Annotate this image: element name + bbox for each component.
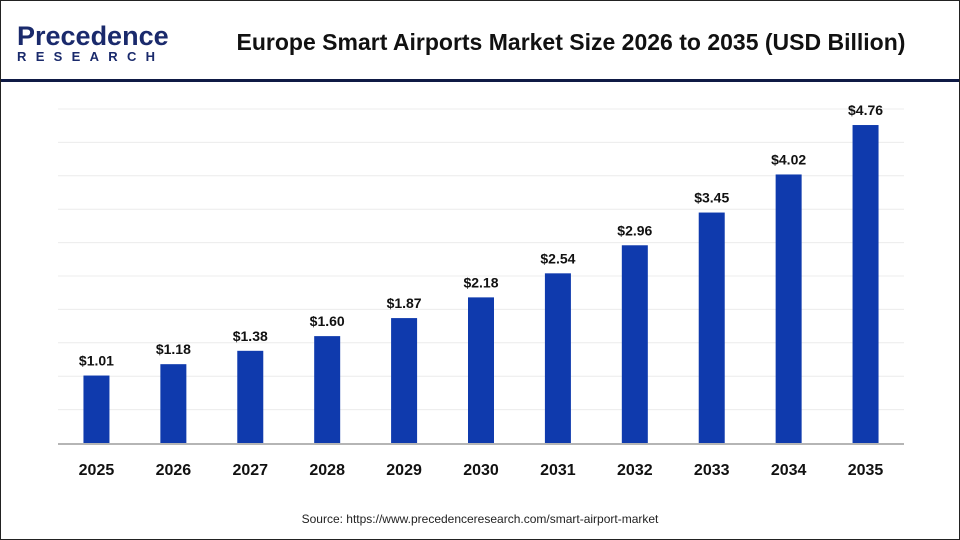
x-tick-label: 2025 xyxy=(79,462,115,479)
data-label: $1.38 xyxy=(233,328,268,344)
chart-title: Europe Smart Airports Market Size 2026 t… xyxy=(236,29,906,55)
logo-line1: Precedence xyxy=(17,21,169,51)
bar-2031 xyxy=(544,273,571,443)
source-note: Source: https://www.precedenceresearch.c… xyxy=(301,512,659,526)
bar-2032 xyxy=(621,245,648,443)
x-tick-label: 2026 xyxy=(156,462,192,479)
x-tick-label: 2029 xyxy=(386,462,422,479)
x-tick-label: 2028 xyxy=(309,462,345,479)
bar-2025 xyxy=(83,375,110,443)
bar-2028 xyxy=(314,336,341,443)
header: Precedence RESEARCH Europe Smart Airport… xyxy=(1,1,959,82)
bar-2034 xyxy=(775,174,802,444)
data-label: $1.60 xyxy=(310,313,345,329)
bar-2035 xyxy=(852,125,879,444)
bar-2030 xyxy=(468,297,494,443)
x-tick-label: 2033 xyxy=(694,462,730,479)
logo-line2: RESEARCH xyxy=(17,49,165,64)
x-tick-label: 2030 xyxy=(463,462,499,479)
data-label: $4.76 xyxy=(848,102,883,118)
data-label: $2.54 xyxy=(540,250,575,266)
data-label: $1.87 xyxy=(387,295,422,311)
x-tick-label: 2031 xyxy=(540,462,576,479)
data-label: $1.01 xyxy=(79,353,114,369)
data-label: $3.45 xyxy=(694,190,729,206)
bar-2027 xyxy=(237,350,264,443)
data-label: $1.18 xyxy=(156,341,191,357)
x-tick-label: 2027 xyxy=(232,462,268,479)
x-tick-label: 2034 xyxy=(771,462,807,479)
data-label: $2.18 xyxy=(463,274,498,290)
x-tick-label: 2032 xyxy=(617,462,653,479)
x-tick-label: 2035 xyxy=(848,462,884,479)
data-label: $4.02 xyxy=(771,151,806,167)
bar-2026 xyxy=(160,364,187,443)
bar-2033 xyxy=(698,212,725,443)
bar-2029 xyxy=(391,318,418,443)
data-label: $2.96 xyxy=(617,222,652,238)
precedence-research-logo: Precedence RESEARCH xyxy=(17,23,169,64)
